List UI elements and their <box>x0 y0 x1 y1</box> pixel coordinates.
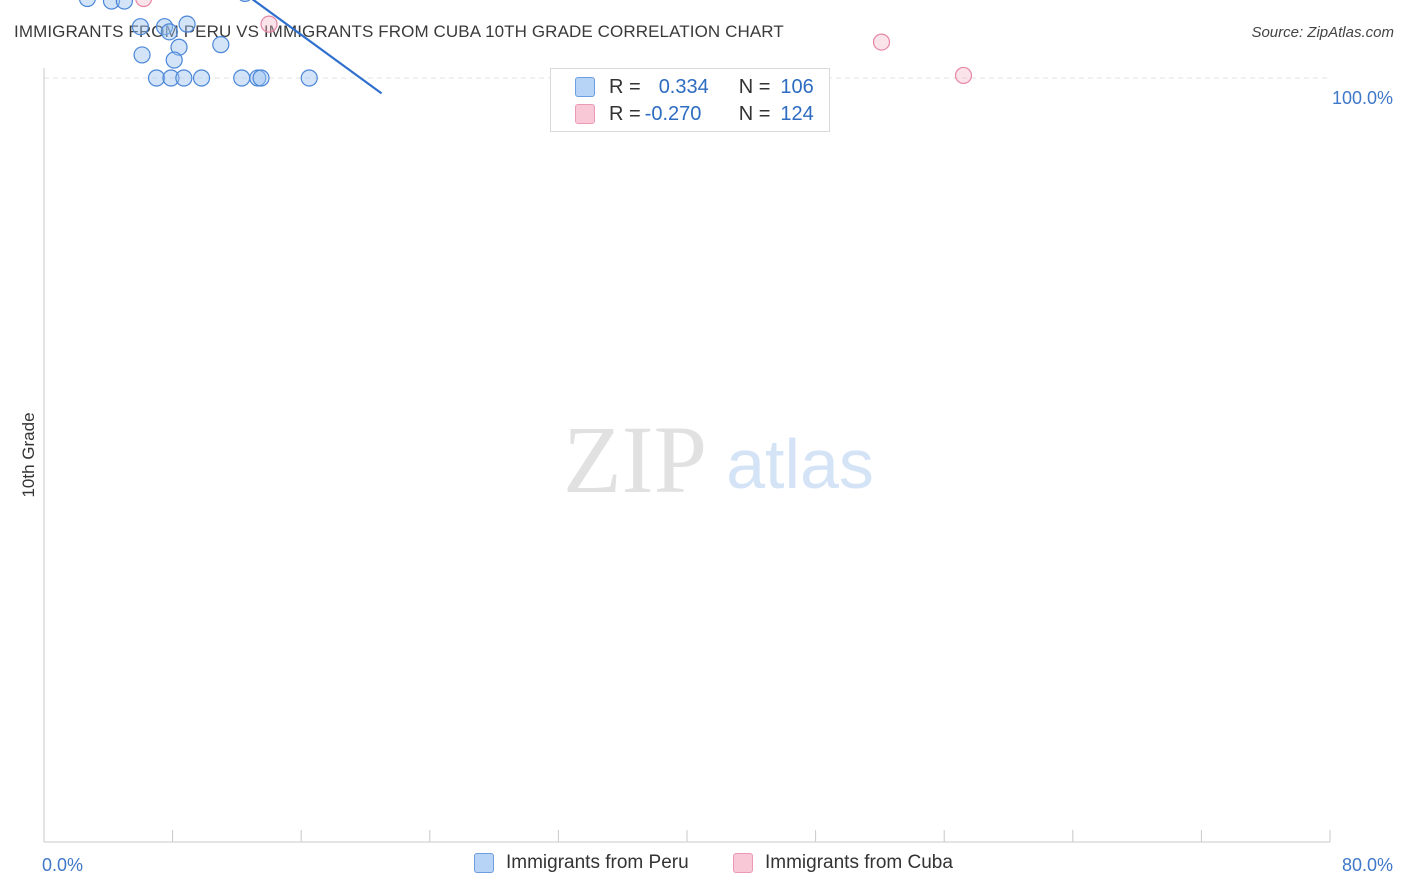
watermark: ZIP atlas <box>563 406 874 513</box>
legend-cuba-r-label: R = <box>609 102 641 125</box>
peru-point-57 <box>233 69 251 87</box>
bottom-legend-label-cuba: Immigrants from Cuba <box>765 852 953 873</box>
y-tick-label-3: 100.0% <box>1332 88 1393 108</box>
legend-row-cuba: R = -0.270 N = 124 <box>575 100 814 128</box>
legend-peru-r-value: 0.334 <box>658 75 709 98</box>
peru-point-61 <box>239 0 251 2</box>
cuba-point-23 <box>260 15 278 33</box>
bottom-legend-cuba: Immigrants from Cuba <box>733 852 953 874</box>
bottom-legend-swatch-cuba <box>733 853 753 873</box>
bottom-legend-swatch-peru <box>474 853 494 873</box>
peru-point-60 <box>300 69 318 87</box>
peru-point-45 <box>155 18 174 36</box>
watermark-atlas: atlas <box>726 425 874 503</box>
cuba-point-73 <box>954 66 973 85</box>
peru-point-56 <box>192 69 211 87</box>
chart-title: IMMIGRANTS FROM PERU VS IMMIGRANTS FROM … <box>14 22 784 41</box>
chart-source: Source: ZipAtlas.com <box>1251 24 1394 41</box>
legend-cuba-n-label: N = <box>738 102 771 125</box>
peru-point-59 <box>252 69 270 87</box>
legend-cuba-n-value: 124 <box>780 102 814 125</box>
legend-cuba-r-value: -0.270 <box>644 102 702 125</box>
legend-swatch-cuba <box>575 104 595 124</box>
peru-point-51 <box>165 51 183 69</box>
axis-labels: 77.5%85.0%92.5%100.0%0.0%80.0%10th Grade <box>19 88 1393 875</box>
peru-point-53 <box>147 69 166 87</box>
peru-point-36 <box>115 0 133 10</box>
grid-lines <box>44 77 1330 79</box>
legend-peru-n-label: N = <box>738 75 771 98</box>
series-peru-points <box>78 0 318 87</box>
x-tick-label-0: 0.0% <box>42 855 83 875</box>
series-cuba-points <box>135 0 973 85</box>
peru-point-48 <box>160 23 178 41</box>
peru-point-47 <box>131 18 150 36</box>
cuba-point-74 <box>872 33 891 51</box>
correlation-legend: R = 0.334 N = 106 R = -0.270 N = 124 <box>550 68 830 132</box>
trend-lines <box>251 0 383 95</box>
bottom-legend-peru: Immigrants from Peru <box>474 852 689 874</box>
peru-point-40 <box>78 0 96 8</box>
peru-point-54 <box>162 69 180 87</box>
trend-line-peru <box>251 0 383 95</box>
legend-swatch-peru <box>575 77 595 97</box>
axes <box>43 68 1331 843</box>
y-axis-label: 10th Grade <box>19 412 38 497</box>
peru-point-46 <box>133 46 151 64</box>
peru-point-55 <box>175 69 193 87</box>
x-tick-label-1: 80.0% <box>1342 855 1393 875</box>
peru-point-35 <box>102 0 121 10</box>
bottom-legend-label-peru: Immigrants from Peru <box>506 852 689 873</box>
peru-point-52 <box>212 36 230 54</box>
legend-row-peru: R = 0.334 N = 106 <box>575 73 814 101</box>
cuba-point-15 <box>135 0 153 8</box>
watermark-zip: ZIP <box>563 406 707 513</box>
legend-peru-r-label: R = <box>609 75 641 98</box>
peru-point-49 <box>170 38 188 56</box>
legend-peru-n-value: 106 <box>780 75 814 98</box>
peru-point-50 <box>178 15 196 33</box>
